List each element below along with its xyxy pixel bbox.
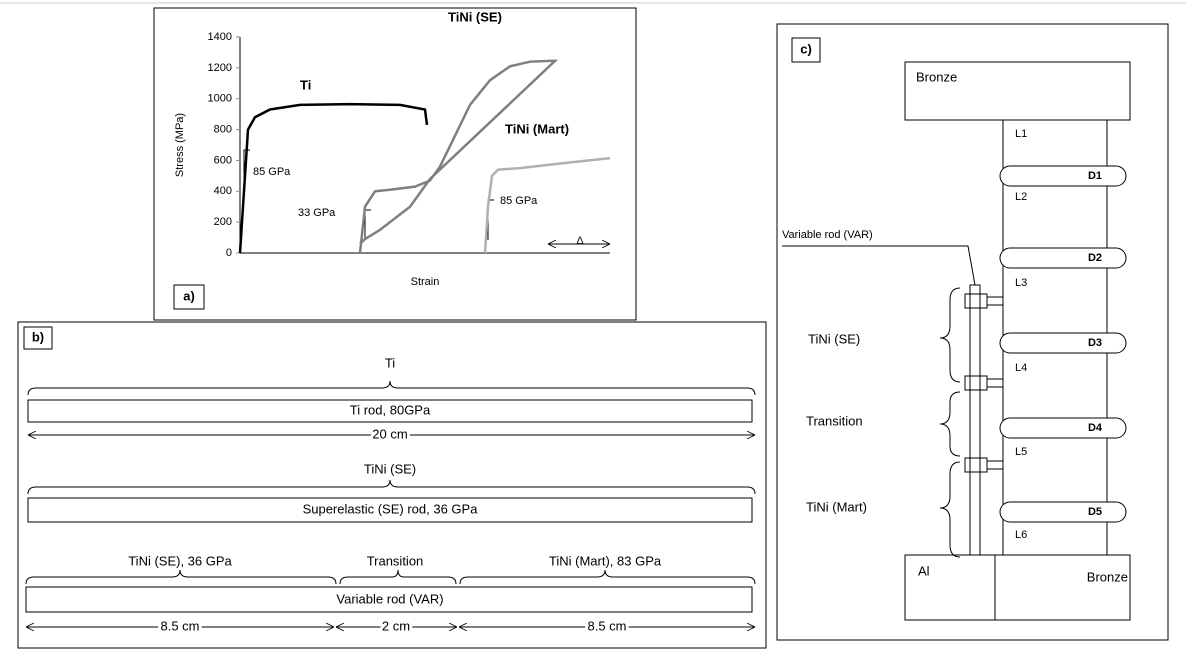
zone-label: TiNi (SE) bbox=[808, 331, 860, 346]
y-tick-label: 800 bbox=[214, 123, 232, 135]
clamp bbox=[964, 293, 988, 309]
annotation: 33 GPa bbox=[298, 207, 336, 219]
clamp bbox=[986, 460, 1004, 470]
clamp bbox=[986, 378, 1004, 388]
sensor bbox=[999, 501, 1127, 523]
layer-label: L6 bbox=[1015, 529, 1027, 541]
dimension-label: 2 cm bbox=[382, 618, 410, 633]
annotation: 85 GPa bbox=[500, 195, 538, 207]
zone-label: TiNi (Mart) bbox=[806, 499, 867, 514]
y-tick-label: 1000 bbox=[208, 93, 232, 105]
dimension-label: 20 cm bbox=[372, 426, 407, 441]
segment-title: TiNi (Mart), 83 GPa bbox=[549, 553, 662, 568]
sensor-label: D5 bbox=[1088, 506, 1102, 518]
var-rod bbox=[969, 284, 981, 556]
annotations: 85 GPa 33 GPa 85 GPa Δ bbox=[243, 149, 610, 247]
segment-title: Transition bbox=[367, 553, 424, 568]
panel-label: a) bbox=[183, 288, 195, 303]
brace bbox=[939, 461, 961, 558]
block-label: Al bbox=[918, 563, 930, 578]
y-tick-label: 200 bbox=[214, 216, 232, 228]
sensor bbox=[999, 247, 1127, 269]
layer-label: L4 bbox=[1015, 362, 1027, 374]
var-rod bbox=[25, 586, 753, 613]
layer-label: L5 bbox=[1015, 446, 1027, 458]
bar-label: Ti rod, 80GPa bbox=[350, 402, 431, 417]
ti-rod bbox=[27, 399, 753, 423]
brace bbox=[939, 287, 961, 383]
annotation: 85 GPa bbox=[253, 166, 291, 178]
sensor-label: D2 bbox=[1088, 252, 1102, 264]
brace bbox=[25, 569, 337, 585]
bar-label: Superelastic (SE) rod, 36 GPa bbox=[303, 501, 479, 516]
sensor-label: D4 bbox=[1088, 422, 1103, 434]
bronze-block bbox=[994, 554, 1131, 621]
clamp bbox=[964, 375, 988, 391]
brace bbox=[27, 380, 756, 396]
layer-label: L2 bbox=[1015, 191, 1027, 203]
brace bbox=[339, 569, 457, 585]
clamp bbox=[964, 457, 988, 473]
brace bbox=[459, 569, 756, 585]
label-box bbox=[173, 284, 205, 310]
series-label: Ti bbox=[300, 77, 311, 92]
sensor bbox=[999, 332, 1127, 354]
panel-b bbox=[17, 321, 767, 649]
block-label: Bronze bbox=[916, 69, 957, 84]
clamp bbox=[986, 296, 1004, 306]
series-line bbox=[358, 59, 559, 254]
segment-title: TiNi (SE), 36 GPa bbox=[128, 553, 232, 568]
y-tick-label: 400 bbox=[214, 185, 232, 197]
brace bbox=[939, 391, 961, 457]
segment-title: Ti bbox=[385, 355, 395, 370]
layers: L1 L2 L3 L4 L5 L6 D1 D2 D3 D4 D5 bbox=[999, 128, 1127, 541]
bar-label: Variable rod (VAR) bbox=[336, 591, 443, 606]
panel-label: b) bbox=[32, 329, 44, 344]
dimension-label: 8.5 cm bbox=[160, 618, 199, 633]
leader bbox=[782, 245, 976, 286]
brace bbox=[27, 479, 756, 495]
segment-title: TiNi (SE) bbox=[364, 461, 416, 476]
dimension-label: 8.5 cm bbox=[587, 618, 626, 633]
series-line bbox=[483, 156, 611, 254]
y-axis-label: Stress (MPa) bbox=[174, 113, 186, 177]
zone-label: Transition bbox=[806, 413, 863, 428]
layer-label: L1 bbox=[1015, 128, 1027, 140]
label-box bbox=[23, 326, 53, 350]
rod-label: Variable rod (VAR) bbox=[782, 229, 873, 241]
sensor-label: D3 bbox=[1088, 337, 1102, 349]
series-line bbox=[238, 102, 429, 254]
sensor bbox=[999, 417, 1127, 439]
panel-c bbox=[776, 23, 1169, 641]
series-label: TiNi (Mart) bbox=[505, 121, 569, 136]
y-tick-label: 1400 bbox=[208, 31, 232, 43]
panel-label: c) bbox=[800, 41, 812, 56]
sensor-label: D1 bbox=[1088, 170, 1102, 182]
block-label: Bronze bbox=[1087, 569, 1128, 584]
se-rod bbox=[27, 497, 753, 523]
y-tick-label: 0 bbox=[226, 247, 232, 259]
label-box bbox=[791, 37, 821, 63]
series-label: TiNi (SE) bbox=[448, 9, 502, 24]
sensor bbox=[999, 165, 1127, 187]
annotation: Δ bbox=[576, 235, 584, 247]
y-tick-label: 1200 bbox=[208, 62, 232, 74]
layer-label: L3 bbox=[1015, 277, 1027, 289]
panel-a bbox=[153, 7, 637, 321]
x-axis-label: Strain bbox=[411, 276, 440, 288]
y-tick-label: 600 bbox=[214, 154, 232, 166]
